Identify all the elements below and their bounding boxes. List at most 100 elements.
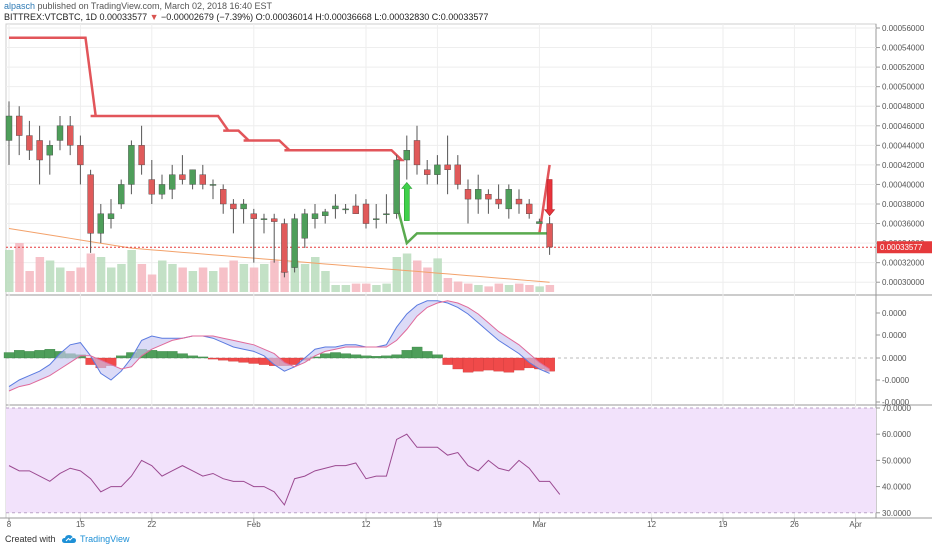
price-tick-label: 0.00032000 xyxy=(882,259,925,268)
price-tick-label: 0.00038000 xyxy=(882,200,925,209)
volume-bar xyxy=(137,264,147,292)
volume-bar xyxy=(25,271,34,292)
volume-bar xyxy=(362,283,371,292)
macd-histogram-bar xyxy=(177,353,188,359)
candle-up xyxy=(332,205,339,210)
macd-histogram-bar xyxy=(218,357,229,361)
volume-bar xyxy=(158,260,167,292)
candle-up xyxy=(158,184,166,195)
author-link[interactable]: alpasch xyxy=(4,1,36,11)
price-tick-label: 0.00052000 xyxy=(882,63,925,72)
volume-bar xyxy=(413,260,422,292)
macd-histogram-bar xyxy=(401,350,413,359)
moving-average-line xyxy=(8,227,550,283)
candle-up xyxy=(383,213,390,215)
candle-up xyxy=(128,145,135,185)
macd-histogram-bar xyxy=(360,355,372,359)
volume-bar xyxy=(300,264,310,292)
volume-bar xyxy=(178,267,187,292)
rsi-tick-label: 70.0000 xyxy=(882,404,911,413)
candle-up xyxy=(97,213,105,234)
candle-down xyxy=(362,203,370,224)
time-tick-label: 19 xyxy=(433,520,442,529)
time-tick-label: 8 xyxy=(7,520,12,529)
stop-line-green xyxy=(395,203,550,246)
candle-down xyxy=(87,174,94,234)
candle-down xyxy=(485,194,492,200)
macd-histogram-bar xyxy=(14,350,25,359)
macd-histogram-bar xyxy=(116,355,127,359)
candle-down xyxy=(77,145,84,166)
candle-up xyxy=(168,174,176,190)
candle-up xyxy=(189,169,196,185)
macd-histogram-bar xyxy=(462,357,474,373)
ohlc-values: O:0.00036014 H:0.00036668 L:0.00032830 C… xyxy=(255,12,489,22)
volume-bar xyxy=(147,274,157,292)
chart-svg[interactable]: 0.00056000 0.00054000 0.00052000 0.00050000… xyxy=(0,0,932,530)
publish-info: alpasch published on TradingView.com, Ma… xyxy=(4,1,272,11)
macd-histogram-bar xyxy=(442,357,453,365)
macd-histogram-bar xyxy=(371,356,382,359)
volume-bar xyxy=(535,286,544,292)
volume-bar xyxy=(402,253,412,292)
macd-histogram-bar xyxy=(3,352,15,359)
volume-bar xyxy=(66,271,75,292)
rsi-line xyxy=(8,433,561,506)
volume-bar xyxy=(341,285,351,292)
macd-histogram-bar xyxy=(422,351,433,359)
macd-histogram-bar xyxy=(24,351,35,359)
macd-histogram-bar xyxy=(432,354,443,359)
candle-up xyxy=(46,145,53,156)
volume-bar xyxy=(545,285,555,292)
volume-bar xyxy=(260,264,269,292)
footer: Created with TradingView xyxy=(0,530,932,550)
candle-up xyxy=(291,218,298,268)
candle-down xyxy=(495,198,502,205)
volume-bar xyxy=(290,260,300,292)
macd-histogram-bar xyxy=(340,353,351,359)
rsi-tick-label: 60.0000 xyxy=(882,430,911,439)
macd-histogram-bar xyxy=(452,357,464,370)
volume-bar xyxy=(5,250,14,292)
symbol-label: BITTREX:VTCBTC, 1D xyxy=(4,12,98,22)
tradingview-logo[interactable]: TradingView xyxy=(62,533,130,545)
macd-histogram-bar xyxy=(34,350,45,359)
volume-bar xyxy=(484,286,493,292)
volume-bar xyxy=(372,285,381,292)
macd-histogram-bar xyxy=(197,356,209,359)
last-price-label: 0.00033577 xyxy=(880,243,923,252)
volume-bar xyxy=(15,243,24,292)
candle-down xyxy=(352,205,359,214)
created-with-label: Created with xyxy=(5,534,56,544)
candle-up xyxy=(403,150,410,161)
volume-bar xyxy=(35,257,45,292)
volume-bar xyxy=(433,258,442,292)
macd-histogram-bar xyxy=(228,357,239,362)
signal-line xyxy=(8,300,550,392)
candle-down xyxy=(413,140,421,166)
candle-up xyxy=(373,218,380,220)
candle-up xyxy=(322,211,329,216)
macd-histogram-bar xyxy=(330,352,341,359)
volume-bar xyxy=(219,267,228,292)
macd-histogram-bar xyxy=(167,351,178,359)
last-price: 0.00033577 xyxy=(99,12,148,22)
candle-up xyxy=(240,203,247,210)
price-tick-label: 0.00044000 xyxy=(882,141,925,150)
candle-up xyxy=(209,184,217,186)
candle-up xyxy=(342,208,349,211)
volume-bar xyxy=(504,285,514,292)
price-tick-label: 0.00056000 xyxy=(882,24,925,33)
volume-bar xyxy=(249,267,259,292)
volume-bar xyxy=(56,267,65,292)
candle-up xyxy=(107,213,115,219)
symbol-info: BITTREX:VTCBTC, 1D 0.00033577 ▼ −0.00002… xyxy=(4,12,488,22)
price-tick-label: 0.00036000 xyxy=(882,220,925,229)
price-tick-label: 0.00046000 xyxy=(882,122,925,131)
volume-bar xyxy=(127,250,136,292)
macd-histogram-bar xyxy=(248,357,260,364)
candle-down xyxy=(219,189,227,205)
candle-up xyxy=(505,189,512,210)
candle-up xyxy=(536,221,543,224)
candle-up xyxy=(260,218,268,220)
